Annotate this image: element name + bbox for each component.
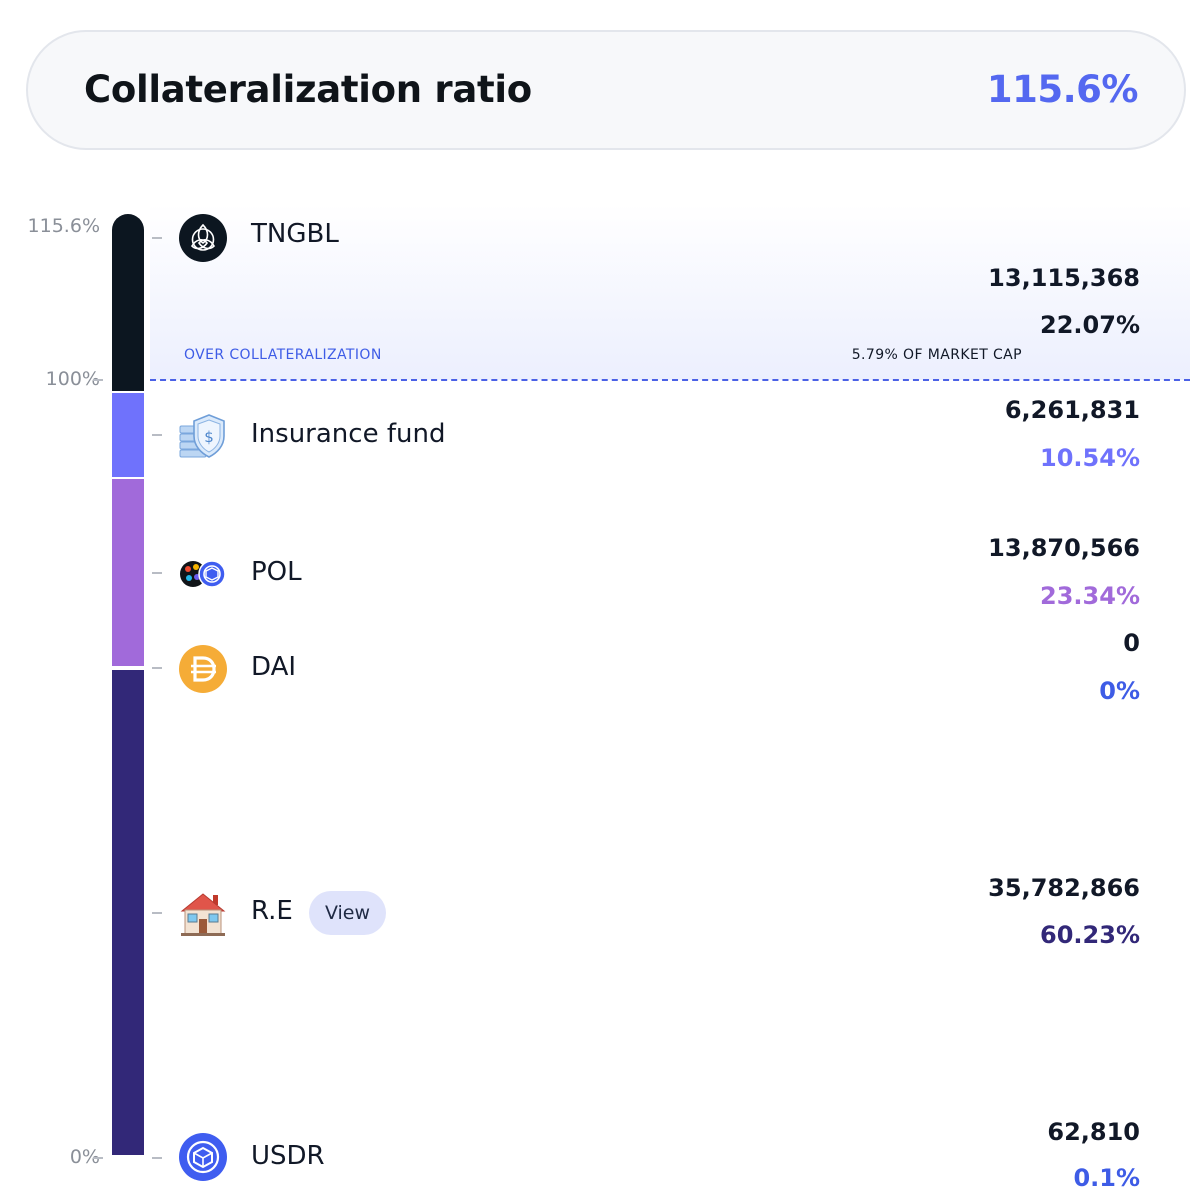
row-tick-usdr	[152, 1157, 162, 1159]
usdr-coin-icon	[179, 1133, 227, 1181]
bar-segment-pol	[112, 479, 144, 666]
axis-label-100: 100%	[45, 368, 100, 390]
asset-amount-re: 35,782,866	[988, 874, 1140, 902]
ratio-title: Collateralization ratio	[84, 68, 532, 111]
view-re-button[interactable]: View	[309, 891, 386, 935]
asset-name-dai: DAI	[251, 652, 297, 682]
asset-name-pol: POL	[251, 557, 302, 587]
shield-dollar-icon: $	[179, 412, 227, 460]
svg-text:$: $	[204, 428, 214, 446]
bar-segment-tngbl	[112, 214, 144, 391]
asset-amount-tngbl: 13,115,368	[988, 264, 1140, 292]
row-tick-tngbl	[152, 237, 162, 239]
pol-pair-icon	[179, 550, 227, 598]
dai-coin-icon	[179, 645, 227, 693]
row-tick-insurance-fund	[152, 434, 162, 436]
asset-amount-dai: 0	[1123, 629, 1140, 657]
over-collateralization-band	[150, 204, 1190, 380]
asset-amount-insurance-fund: 6,261,831	[1004, 396, 1140, 424]
asset-amount-usdr: 62,810	[1047, 1118, 1140, 1146]
tngbl-logo-icon	[179, 214, 227, 262]
axis-tick-0	[93, 1157, 103, 1159]
collateralization-ratio-card: Collateralization ratio 115.6%	[26, 30, 1186, 150]
row-tick-pol	[152, 572, 162, 574]
asset-name-insurance-fund: Insurance fund	[251, 419, 446, 449]
market-cap-note: 5.79% OF MARKET CAP	[851, 347, 1022, 363]
asset-name-re: R.E	[251, 896, 293, 926]
axis-label-top: 115.6%	[27, 215, 100, 237]
asset-name-usdr: USDR	[251, 1141, 325, 1171]
axis-label-bottom: 0%	[69, 1146, 100, 1168]
asset-percent-tngbl: 22.07%	[1040, 311, 1140, 339]
over-collateralization-threshold-line	[150, 379, 1190, 381]
row-tick-dai	[152, 667, 162, 669]
asset-percent-pol: 23.34%	[1040, 582, 1140, 610]
axis-tick-100	[93, 379, 103, 381]
asset-percent-re: 60.23%	[1040, 921, 1140, 949]
asset-amount-pol: 13,870,566	[988, 534, 1140, 562]
asset-percent-usdr: 0.1%	[1073, 1164, 1140, 1192]
house-icon	[179, 889, 227, 937]
asset-name-tngbl: TNGBL	[251, 219, 339, 249]
over-collateralization-label: OVER COLLATERALIZATION	[184, 347, 382, 363]
asset-percent-insurance-fund: 10.54%	[1040, 444, 1140, 472]
asset-percent-dai: 0%	[1099, 677, 1140, 705]
ratio-value: 115.6%	[986, 68, 1139, 111]
bar-segment-re	[112, 670, 144, 1155]
row-tick-re	[152, 912, 162, 914]
bar-segment-insurance-fund	[112, 393, 144, 477]
